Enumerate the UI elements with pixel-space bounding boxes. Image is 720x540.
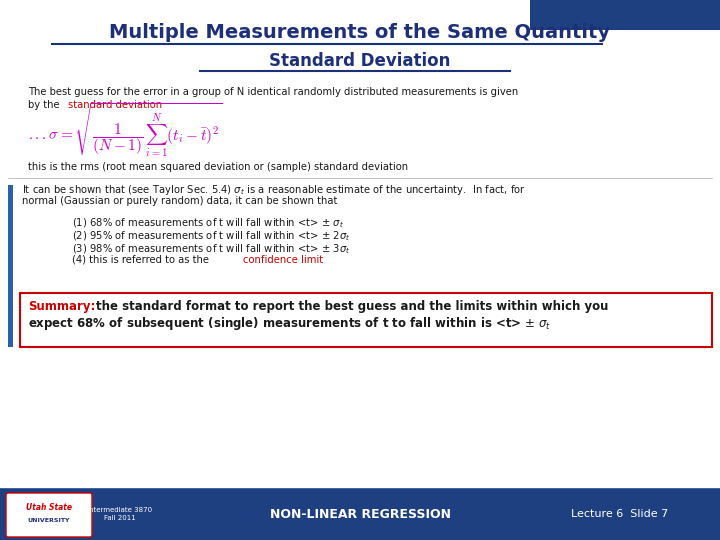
Text: The best guess for the error in a group of N identical randomly distributed meas: The best guess for the error in a group … [28,87,518,97]
FancyBboxPatch shape [6,493,92,537]
Bar [530,0,720,30]
Text: normal (Gaussian or purely random) data, it can be shown that: normal (Gaussian or purely random) data,… [22,196,338,206]
Text: Utah State: Utah State [26,503,72,512]
Text: the standard format to report the best guess and the limits within which you: the standard format to report the best g… [96,300,608,313]
Text: (4) this is referred to as the: (4) this is referred to as the [72,255,212,265]
Text: Lecture 6  Slide 7: Lecture 6 Slide 7 [572,509,669,519]
Text: It can be shown that (see Taylor Sec. 5.4) $\sigma_t$ is a reasonable estimate o: It can be shown that (see Taylor Sec. 5.… [22,183,526,197]
Bar [0,488,720,540]
Text: Standard Deviation: Standard Deviation [269,52,451,70]
Text: expect 68% of subsequent (single) measurements of t to fall within is <t> $\pm$ : expect 68% of subsequent (single) measur… [28,315,552,332]
Text: Multiple Measurements of the Same Quantity: Multiple Measurements of the Same Quanti… [109,23,611,42]
Text: standard deviation: standard deviation [68,100,162,110]
Bar [8,185,13,347]
Text: Summary:: Summary: [28,300,95,313]
Text: (2) 95% of measurements of t will fall within <t> $\pm$ 2$\sigma_t$: (2) 95% of measurements of t will fall w… [72,229,351,242]
Text: confidence limit: confidence limit [243,255,323,265]
Text: (3) 98% of measurements of t will fall within <t> $\pm$ 3$\sigma_t$: (3) 98% of measurements of t will fall w… [72,242,351,255]
Text: by the: by the [28,100,66,110]
Text: this is the rms (root mean squared deviation or (sample) standard deviation: this is the rms (root mean squared devia… [28,162,408,172]
Text: UNIVERSITY: UNIVERSITY [28,517,71,523]
Text: NON-LINEAR REGRESSION: NON-LINEAR REGRESSION [269,508,451,521]
Text: $...\sigma = \sqrt{\dfrac{1}{(N-1)}\,\sum_{i=1}^{N}(t_i - \bar{t})^2}$: $...\sigma = \sqrt{\dfrac{1}{(N-1)}\,\su… [28,102,222,159]
Text: (1) 68% of measurements of t will fall within <t> $\pm$ $\sigma_t$: (1) 68% of measurements of t will fall w… [72,216,344,229]
Bar [20,293,712,347]
Text: Intermediate 3870
Fall 2011: Intermediate 3870 Fall 2011 [87,507,153,521]
